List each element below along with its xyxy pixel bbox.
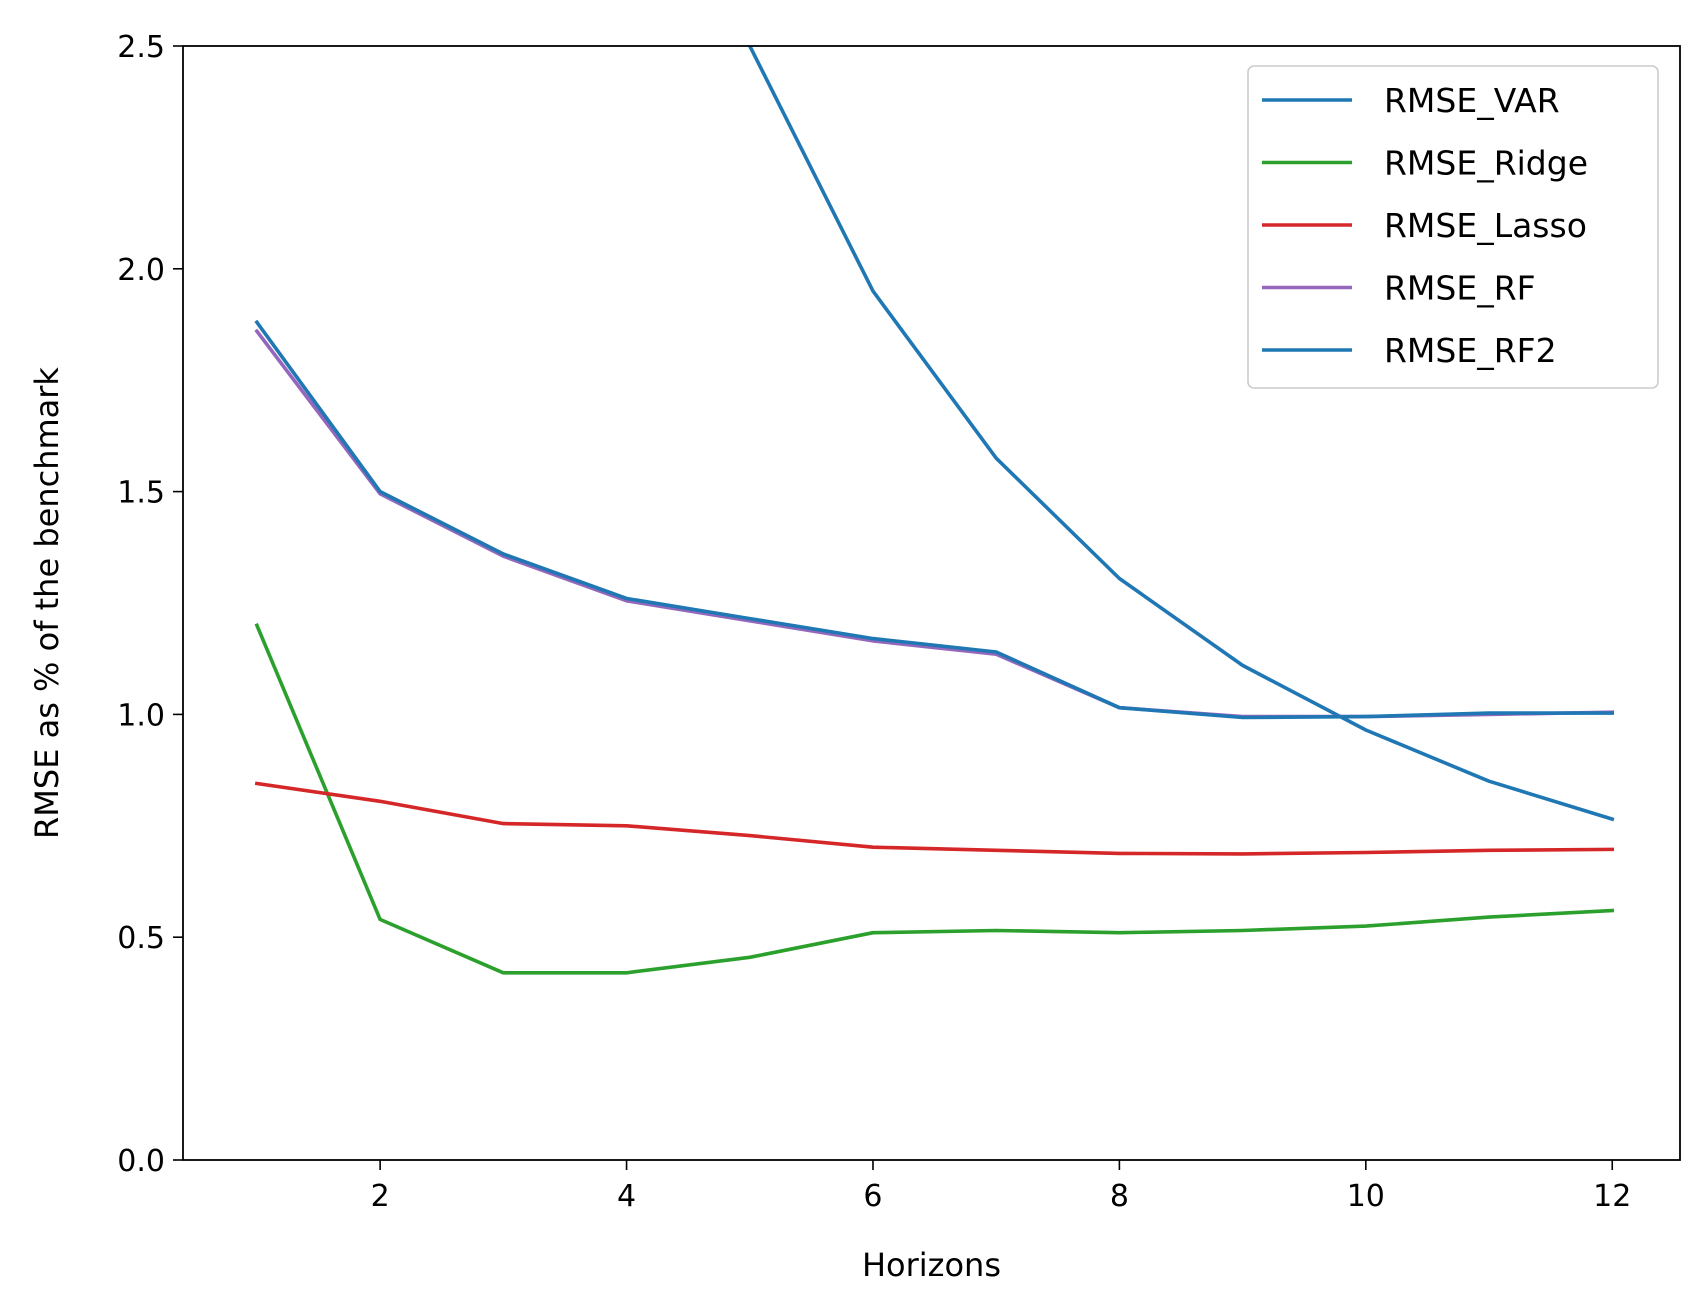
legend: RMSE_VAR RMSE_Ridge RMSE_Lasso RMSE_RF RMSE_…: [1247, 65, 1659, 389]
x-axis-label: Horizons: [862, 1246, 1001, 1284]
series-line-rmse-ridge: [254, 622, 1615, 975]
y-tick-label: 0.0: [117, 1144, 165, 1179]
x-tick-label: 4: [617, 1179, 636, 1214]
legend-label: RMSE_Ridge: [1384, 144, 1588, 183]
plot-frame: [182, 45, 1681, 1161]
legend-label: RMSE_RF2: [1384, 331, 1557, 370]
legend-label: RMSE_RF: [1384, 269, 1536, 308]
legend-label: RMSE_Lasso: [1384, 206, 1587, 245]
y-axis-label: RMSE as % of the benchmark: [28, 367, 66, 839]
y-tick-label: 1.5: [117, 476, 165, 511]
x-tick-label: 2: [371, 1179, 390, 1214]
x-tick-label: 12: [1593, 1179, 1631, 1214]
y-tick-label: 2.5: [117, 30, 165, 65]
series-line-rmse-lasso: [254, 781, 1615, 856]
series-line-rmse-var: [747, 46, 1615, 822]
x-tick-label: 8: [1110, 1179, 1129, 1214]
x-tick-label: 10: [1347, 1179, 1385, 1214]
series-line-rmse-rf: [254, 328, 1615, 719]
series-group: [254, 46, 1615, 975]
legend-box: [1247, 65, 1659, 389]
y-tick-label: 2.0: [117, 253, 165, 288]
legend-label: RMSE_VAR: [1384, 81, 1560, 120]
axes: 2 4 6 8 10 12 0.0 0.5 1.0 1.5 2.0 2.5 Horizons RMSE a…: [28, 30, 1631, 1284]
series-line-rmse-rf2: [254, 319, 1614, 720]
y-tick-label: 0.5: [117, 921, 165, 956]
x-tick-label: 6: [863, 1179, 882, 1214]
y-tick-label: 1.0: [117, 698, 165, 733]
